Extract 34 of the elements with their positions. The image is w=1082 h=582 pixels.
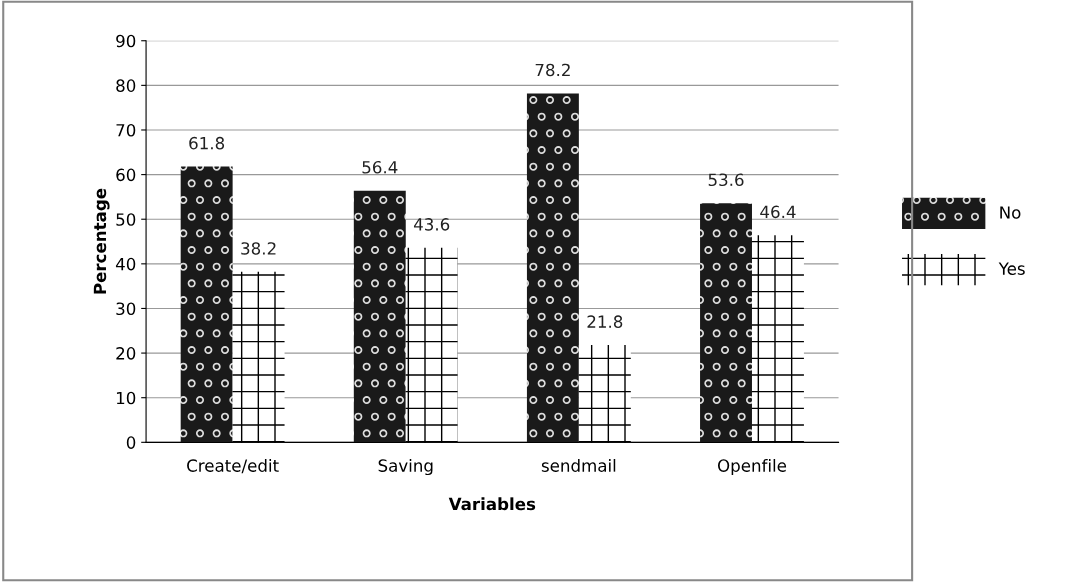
- y-tick-label: 60: [116, 168, 136, 182]
- x-tick-label: Openfile: [717, 458, 787, 476]
- data-label: 21.8: [587, 315, 623, 328]
- y-axis-title: Percentage: [93, 188, 110, 294]
- data-label: 56.4: [362, 160, 398, 174]
- data-label: 61.8: [189, 136, 225, 150]
- data-label: 78.2: [535, 63, 570, 77]
- y-tick-label: 0: [126, 436, 136, 449]
- x-tick-label: Create/edit: [187, 458, 279, 474]
- x-axis-title: Variables: [448, 497, 536, 511]
- x-tick-label: Saving: [378, 458, 433, 476]
- bar: [526, 93, 579, 443]
- data-label: 46.4: [760, 205, 796, 219]
- y-tick-label: 40: [115, 257, 136, 271]
- bar: [751, 235, 804, 443]
- bar: [232, 271, 285, 443]
- data-label: 38.2: [241, 242, 276, 255]
- y-tick-label: 10: [116, 391, 136, 405]
- y-tick-label: 50: [116, 213, 136, 226]
- data-label: 43.6: [413, 218, 450, 231]
- legend-label: Yes: [998, 262, 1025, 275]
- bar: [353, 190, 406, 443]
- x-tick-label: sendmail: [541, 458, 616, 472]
- y-tick-label: 30: [116, 302, 136, 316]
- bar: [700, 203, 752, 443]
- bar: [180, 166, 233, 443]
- y-tick-label: 20: [116, 347, 136, 360]
- bar: [578, 345, 631, 443]
- y-tick-label: 80: [116, 79, 136, 92]
- legend-label: No: [1000, 206, 1021, 219]
- y-tick-label: 70: [116, 123, 136, 137]
- bar: [405, 247, 458, 443]
- data-label: 53.6: [708, 173, 744, 187]
- y-tick-label: 90: [116, 34, 136, 48]
